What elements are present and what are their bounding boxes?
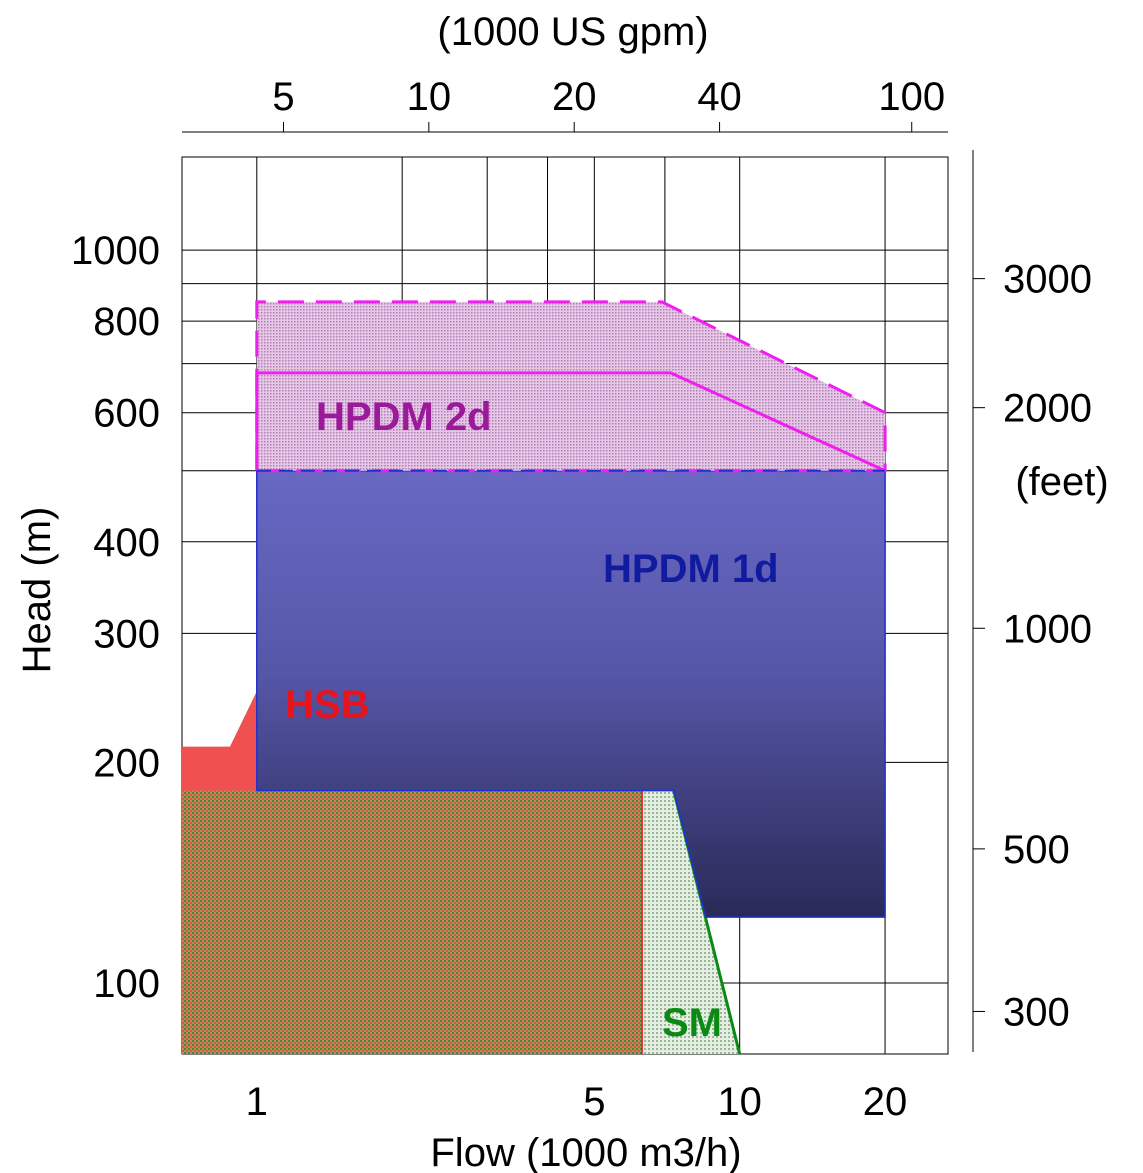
y-tick-label: 200 [93,741,160,785]
region-hsb-top [182,691,257,791]
y-tick-label: 400 [93,521,160,565]
x-tick-label: 10 [717,1080,762,1124]
region-hsb [182,691,643,1054]
x2-tick-label: 40 [697,75,742,119]
region-hpdm-2d-line [255,371,886,473]
x-tick-label: 1 [246,1080,268,1124]
y2-axis-title: (feet) [1015,460,1108,504]
region-hpdm-2d [255,300,887,473]
y2-tick-label: 300 [1003,990,1070,1034]
x2-tick-label: 20 [552,75,597,119]
y2-tick-label: 1000 [1003,607,1092,651]
region-label-hsb: HSB [285,683,369,727]
y2-tick-label: 2000 [1003,387,1092,431]
y2-tick-label: 3000 [1003,258,1092,302]
y-axis-title: Head (m) [15,507,59,674]
x2-tick-label: 100 [878,75,945,119]
region-label-hpdm-2d: HPDM 2d [316,395,492,439]
x-tick-label: 20 [863,1080,908,1124]
x2-axis-title: (1000 US gpm) [437,10,708,54]
y-tick-label: 800 [93,300,160,344]
y2-tick-label: 500 [1003,828,1070,872]
y-tick-label: 100 [93,962,160,1006]
x2-tick-label: 10 [407,75,452,119]
x-axis-title: Flow (1000 m3/h) [430,1131,741,1173]
region-label-hpdm-1d: HPDM 1d [603,547,779,591]
x2-tick-label: 5 [272,75,294,119]
y-tick-label: 1000 [71,229,160,273]
y-tick-label: 300 [93,612,160,656]
x-tick-label: 5 [583,1080,605,1124]
region-sm [642,790,740,1054]
region-label-sm: SM [662,1001,722,1045]
regions [182,300,887,1055]
y-tick-label: 600 [93,392,160,436]
